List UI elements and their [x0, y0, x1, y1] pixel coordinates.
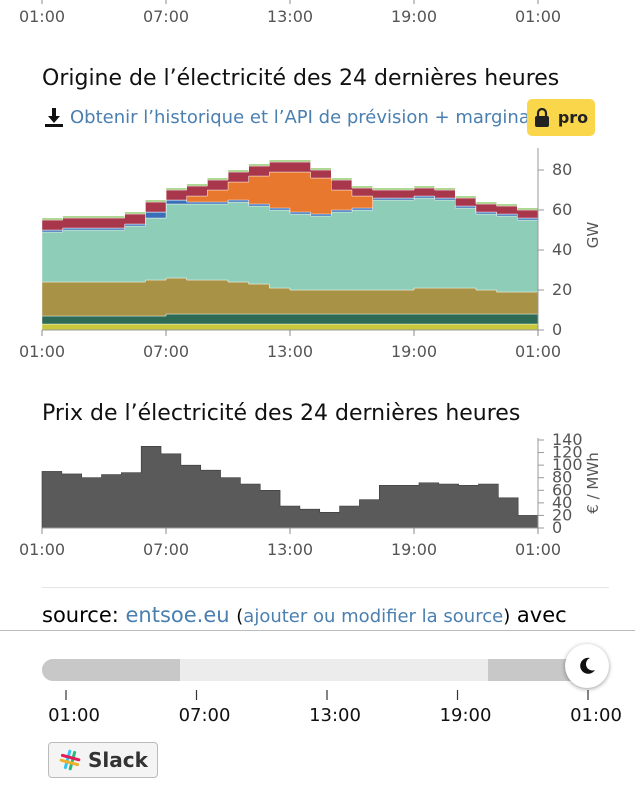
- x-tick-label: 19:00: [391, 7, 437, 26]
- edit-source-link[interactable]: ajouter ou modifier la source: [243, 606, 504, 627]
- x-tick-label: 19:00: [391, 540, 437, 559]
- y-tick-label: 60: [552, 480, 572, 499]
- x-tick-label: 07:00: [143, 7, 189, 26]
- y-tick-label: 140: [552, 430, 583, 449]
- y-tick-label: 0: [552, 320, 562, 339]
- area-series: [41, 323, 539, 331]
- origin-chart-title: Origine de l’électricité des 24 dernière…: [42, 66, 560, 91]
- x-tick-label: 01:00: [515, 540, 561, 559]
- source-link[interactable]: entsoe.eu: [125, 603, 230, 627]
- history-link[interactable]: Obtenir l’historique et l’API de prévisi…: [44, 106, 535, 128]
- timeline-tick-label: 07:00: [179, 705, 231, 726]
- x-tick-label: 07:00: [143, 342, 189, 361]
- moon-button[interactable]: [565, 644, 609, 688]
- price-area: [41, 445, 539, 529]
- y-tick-label: 40: [552, 493, 572, 512]
- price-chart-title: Prix de l’électricité des 24 dernières h…: [42, 401, 521, 426]
- y-tick-label: 20: [552, 505, 572, 524]
- y-tick-label: 100: [552, 455, 583, 474]
- y-tick-label: 80: [552, 468, 572, 487]
- timeline-slider[interactable]: 01:00 07:00 13:00 19:00 01:00: [0, 630, 635, 740]
- y-tick-label: 120: [552, 443, 583, 462]
- lock-icon: [534, 107, 549, 127]
- timeline-range-right: [488, 659, 587, 681]
- x-tick-label: 01:00: [19, 7, 65, 26]
- source-prefix: source:: [42, 603, 119, 627]
- y-tick-label: 20: [552, 280, 572, 299]
- y-axis-label: GW: [584, 222, 602, 249]
- download-icon: [45, 108, 63, 127]
- x-tick-label: 01:00: [19, 342, 65, 361]
- x-tick-label: 01:00: [19, 540, 65, 559]
- x-tick-label: 07:00: [143, 540, 189, 559]
- timeline-tick-label: 19:00: [440, 705, 492, 726]
- y-tick-label: 0: [552, 518, 562, 537]
- slack-button[interactable]: Slack: [48, 742, 158, 778]
- timeline-range-left: [42, 659, 180, 681]
- x-tick-label: 01:00: [515, 7, 561, 26]
- x-tick-label: 01:00: [515, 342, 561, 361]
- origin-chart: 0 20 40 60 80 GW 01:00 07:00 13:00 19:00 01:00: [19, 148, 602, 361]
- x-tick-label: 19:00: [391, 342, 437, 361]
- timeline-tick-label: 01:00: [570, 705, 622, 726]
- source-suffix: avec: [516, 603, 567, 627]
- history-link-text[interactable]: Obtenir l’historique et l’API de prévisi…: [70, 106, 535, 128]
- pro-label: pro: [557, 108, 589, 127]
- timeline-tick-label: 13:00: [309, 705, 361, 726]
- divider: [42, 587, 609, 588]
- timeline-tick-label: 01:00: [48, 705, 100, 726]
- slack-icon: [59, 749, 81, 771]
- slack-label: Slack: [88, 748, 148, 772]
- y-tick-label: 80: [552, 160, 572, 179]
- y-tick-label: 40: [552, 240, 572, 259]
- pro-badge[interactable]: pro: [527, 99, 595, 136]
- top-axis: 01:00 07:00 13:00 19:00 01:00: [19, 0, 561, 26]
- x-tick-label: 13:00: [267, 342, 313, 361]
- y-axis-label: € / MWh: [584, 452, 602, 513]
- x-tick-label: 13:00: [267, 7, 313, 26]
- y-tick-label: 60: [552, 200, 572, 219]
- source-line: source: entsoe.eu (ajouter ou modifier l…: [42, 603, 567, 627]
- x-tick-label: 13:00: [267, 540, 313, 559]
- moon-icon: [580, 657, 595, 674]
